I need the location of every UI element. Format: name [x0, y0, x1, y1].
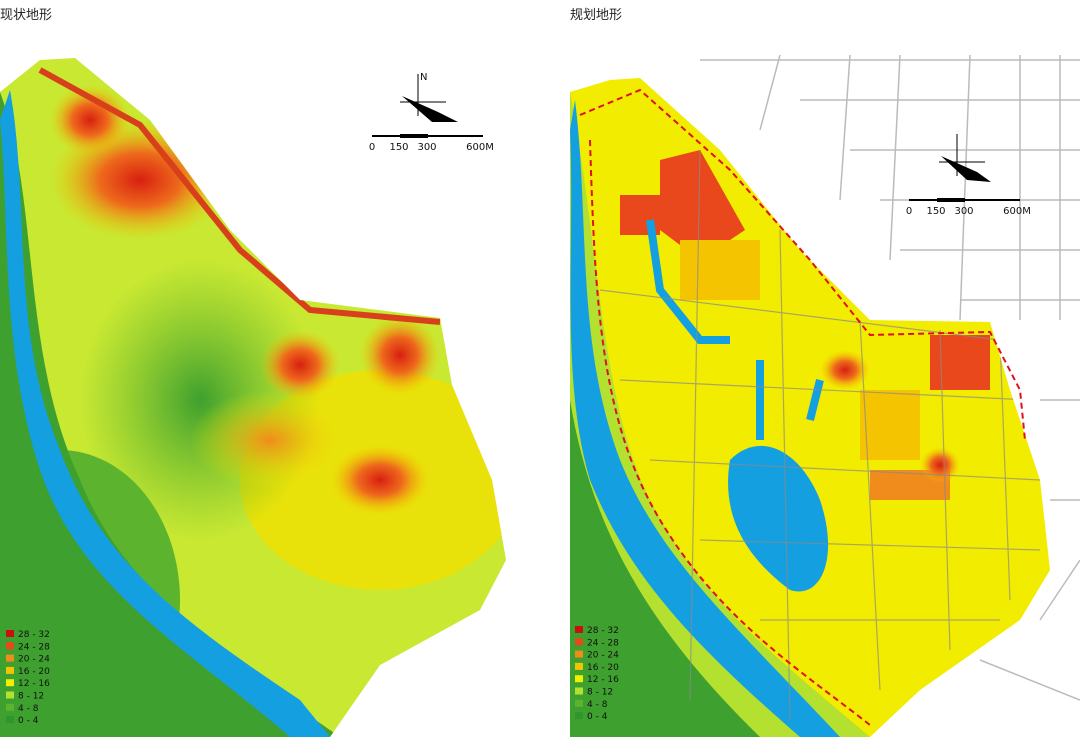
- current-map: [0, 55, 510, 737]
- legend-swatch: [6, 691, 14, 699]
- panel-title: 规划地形: [570, 8, 622, 23]
- scale-bar-segment: [400, 134, 428, 138]
- legend-swatch: [575, 638, 583, 646]
- legend-label: 0 - 4: [587, 712, 608, 722]
- scale-label: 150: [389, 142, 408, 153]
- legend-swatch: [6, 666, 14, 674]
- legend-label: 20 - 24: [18, 655, 50, 665]
- legend-swatch: [575, 662, 583, 670]
- planned-map: [570, 54, 1080, 737]
- legend-label: 20 - 24: [587, 651, 619, 661]
- legend-swatch: [575, 699, 583, 707]
- legend-label: 16 - 20: [18, 667, 50, 677]
- legend-swatch: [6, 703, 14, 711]
- north-label: N: [420, 72, 427, 83]
- legend-label: 28 - 32: [18, 630, 50, 640]
- legend-swatch: [6, 654, 14, 662]
- legend-label: 12 - 16: [587, 675, 619, 685]
- scale-label: 300: [954, 206, 973, 217]
- legend-label: 4 - 8: [587, 700, 608, 710]
- legend-swatch: [6, 679, 14, 687]
- scale-label: 0: [369, 142, 375, 153]
- legend-label: 0 - 4: [18, 716, 39, 726]
- north-arrow: [400, 74, 458, 122]
- scale-label: 0: [906, 206, 912, 217]
- legend-label: 8 - 12: [18, 692, 44, 702]
- scale-label: 600M: [466, 142, 494, 153]
- legend-label: 12 - 16: [18, 679, 50, 689]
- panel-title: 现状地形: [0, 8, 52, 23]
- legend-swatch: [6, 630, 14, 637]
- legend-label: 24 - 28: [587, 638, 619, 648]
- legend-label: 8 - 12: [587, 688, 613, 698]
- legend-swatch: [575, 687, 583, 695]
- north-arrow: [939, 134, 991, 182]
- legend-swatch: [6, 716, 14, 724]
- legend-label: 28 - 32: [587, 626, 619, 636]
- scale-label: 150: [926, 206, 945, 217]
- legend-label: 24 - 28: [18, 642, 50, 652]
- legend-swatch: [575, 675, 583, 683]
- scale-label: 600M: [1003, 206, 1031, 217]
- legend-swatch: [6, 642, 14, 650]
- scale-label: 300: [417, 142, 436, 153]
- legend-label: 16 - 20: [587, 663, 619, 673]
- scale-bar-segment: [937, 198, 965, 202]
- legend-swatch: [575, 650, 583, 658]
- legend-swatch: [575, 626, 583, 633]
- legend-label: 4 - 8: [18, 704, 39, 714]
- legend-swatch: [575, 712, 583, 720]
